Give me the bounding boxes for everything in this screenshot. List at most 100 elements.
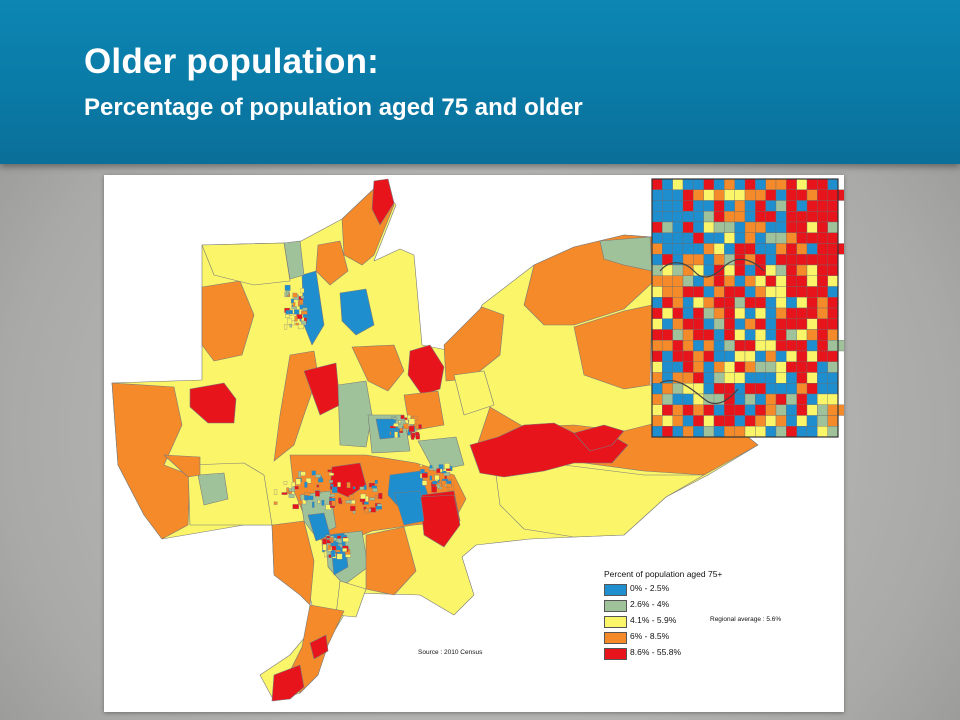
inset-tract-cell — [724, 275, 735, 287]
inset-tract-cell — [827, 350, 839, 362]
tract-cell — [400, 415, 405, 420]
tract-cell — [360, 493, 366, 500]
inset-tract-cell — [786, 178, 797, 190]
inset-tract-cell — [682, 350, 694, 362]
inset-tract-cell — [724, 200, 735, 212]
inset-tract-cell — [724, 297, 735, 309]
inset-tract-cell — [817, 383, 828, 395]
inset-tract-cell — [786, 318, 797, 330]
tract-cell — [336, 545, 341, 551]
inset-tract-cell — [744, 297, 756, 309]
inset-tract-cell — [724, 232, 735, 244]
inset-tract-cell — [651, 254, 663, 266]
tract-cell — [338, 497, 342, 504]
tract-cell — [411, 433, 415, 440]
inset-tract-cell — [682, 211, 694, 223]
inset-tract-cell — [765, 372, 777, 384]
inset-tract-cell — [786, 221, 797, 233]
inset-tract-cell — [775, 329, 787, 341]
inset-tract-cell — [662, 340, 673, 352]
inset-tract-cell — [713, 372, 725, 384]
inset-tract-cell — [662, 189, 673, 201]
tract-cell — [363, 501, 369, 505]
legend-swatch — [604, 600, 627, 612]
tract-cell — [286, 487, 289, 493]
inset-tract-cell — [724, 254, 735, 266]
inset-tract-cell — [786, 404, 797, 416]
inset-tract-cell — [672, 340, 684, 352]
inset-tract-cell — [755, 200, 766, 212]
inset-tract-cell — [765, 404, 777, 416]
inset-tract-cell — [724, 393, 735, 405]
inset-tract-cell — [755, 329, 766, 341]
inset-tract-cell — [817, 404, 828, 416]
inset-tract-cell — [827, 383, 839, 395]
inset-tract-cell — [734, 426, 746, 438]
inset-tract-cell — [713, 415, 725, 427]
inset-tract-cell — [827, 254, 839, 266]
inset-tract-cell — [693, 221, 704, 233]
region-ec-red — [419, 494, 461, 548]
inset-tract-cell — [765, 178, 777, 190]
tract-cell — [364, 508, 370, 514]
inset-tract-cell — [755, 361, 766, 373]
inset-tract-cell — [755, 426, 766, 438]
inset-tract-cell — [703, 178, 715, 190]
inset-tract-cell — [817, 286, 828, 298]
region-orange-mid2 — [351, 344, 405, 392]
inset-tract-cell — [786, 243, 797, 255]
tract-cell — [393, 423, 399, 427]
region-south-tail-red2 — [309, 634, 329, 660]
inset-tract-cell — [827, 318, 839, 330]
legend-swatch — [604, 584, 627, 596]
tract-cell — [294, 309, 300, 315]
inset-tract-cell — [734, 393, 746, 405]
inset-tract-cell — [682, 243, 694, 255]
inset-tract-cell — [724, 286, 735, 298]
inset-tract-cell — [786, 232, 797, 244]
inset-tract-cell — [755, 383, 766, 395]
inset-tract-cell — [775, 221, 787, 233]
inset-tract-cell — [806, 340, 818, 352]
tract-cell — [331, 500, 336, 507]
inset-tract-cell — [775, 393, 787, 405]
legend-label: 4.1% - 5.9% — [630, 615, 677, 625]
inset-tract-cell — [786, 189, 797, 201]
inset-tract-cell — [734, 307, 746, 319]
inset-tract-cell — [755, 340, 766, 352]
inset-tract-cell — [755, 286, 766, 298]
tract-cell — [305, 478, 312, 484]
inset-tract-cell — [662, 329, 673, 341]
inset-tract-cell — [703, 426, 715, 438]
inset-tract-cell — [682, 340, 694, 352]
inset-tract-cell — [734, 329, 746, 341]
inset-tract-cell — [806, 297, 818, 309]
inset-tract-cell — [775, 340, 787, 352]
region-blue-n1 — [339, 288, 375, 336]
tract-cell — [290, 298, 295, 304]
inset-tract-cell — [775, 318, 787, 330]
inset-tract-cell — [724, 383, 735, 395]
inset-tract-cell — [796, 264, 808, 276]
slide-subtitle: Percentage of population aged 75 and old… — [84, 94, 583, 121]
inset-tract-cell — [651, 404, 663, 416]
inset-tract-cell — [682, 372, 694, 384]
inset-tract-cell — [693, 404, 704, 416]
inset-tract-cell — [806, 393, 818, 405]
inset-tract-cell — [765, 393, 777, 405]
inset-tract-cell — [662, 232, 673, 244]
inset-tract-cell — [744, 264, 756, 276]
inset-tract-cell — [755, 178, 766, 190]
region-n-orange2 — [315, 240, 349, 286]
tract-cell — [418, 424, 422, 429]
tract-cell — [299, 304, 306, 310]
tract-cell — [295, 322, 299, 326]
inset-tract-cell — [662, 178, 673, 190]
region-yellow-c3 — [453, 370, 495, 416]
inset-tract-cell — [724, 329, 735, 341]
tract-cell — [317, 478, 324, 483]
inset-tract-cell — [755, 372, 766, 384]
inset-tract-cell — [786, 211, 797, 223]
tract-cell — [375, 495, 378, 499]
region-green-c2 — [417, 436, 465, 472]
